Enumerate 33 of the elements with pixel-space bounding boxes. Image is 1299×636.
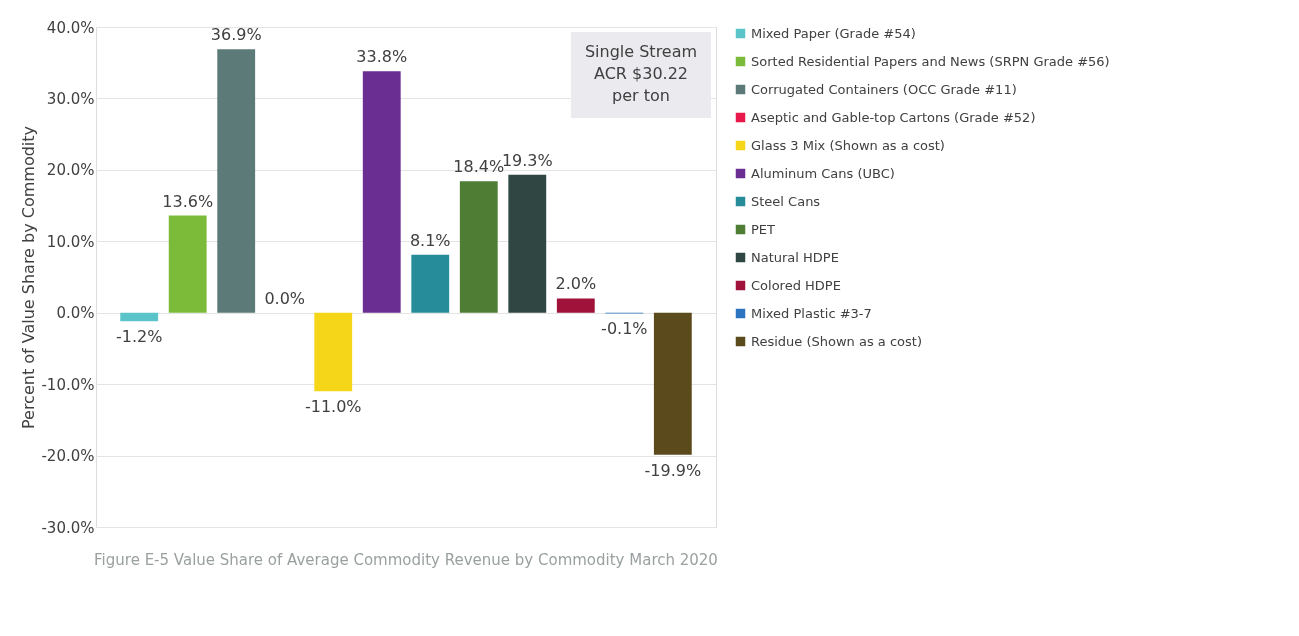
data-label: 8.1%	[409, 230, 451, 250]
annotation: Single Stream ACR $30.22 per ton	[584, 42, 698, 105]
legend-label: Natural HDPE	[751, 249, 839, 265]
legend-label: Glass 3 Mix (Shown as a cost)	[751, 137, 945, 153]
legend-label: Sorted Residential Papers and News (SRPN Grade #56)	[751, 53, 1110, 69]
data-label: 13.6%	[162, 191, 214, 211]
data-label: 36.9%	[210, 25, 262, 45]
data-label: 2.0%	[555, 274, 597, 294]
legend-label: Mixed Paper (Grade #54)	[751, 25, 916, 41]
legend-label: Aseptic and Gable-top Cartons (Grade #52)	[751, 109, 1036, 125]
data-label: -11.0%	[304, 397, 362, 417]
legend-label: Colored HDPE	[751, 277, 841, 293]
y-tick-label: 40.0%	[46, 18, 95, 37]
y-tick-label: -30.0%	[41, 518, 95, 537]
data-label: 0.0%	[264, 288, 306, 308]
y-tick-label: 10.0%	[46, 232, 95, 251]
legend-label: Aluminum Cans (UBC)	[751, 165, 895, 181]
legend-label: PET	[751, 221, 776, 237]
data-label: -19.9%	[644, 460, 702, 480]
y-tick-label: 30.0%	[46, 89, 95, 108]
legend-label: Steel Cans	[751, 193, 821, 209]
y-tick-label: -20.0%	[41, 447, 95, 466]
legend-label: Residue (Shown as a cost)	[751, 333, 922, 349]
text: Figure E-5 Value Share of Average Commodity Revenue by Commodity March 2020	[94, 551, 718, 569]
y-tick-label: 20.0%	[46, 161, 95, 180]
data-label: 33.8%	[356, 47, 408, 67]
y-tick-label: -10.0%	[41, 375, 95, 394]
y-tick-label: 0.0%	[56, 304, 95, 323]
data-label: -0.1%	[601, 319, 648, 339]
legend-label: Corrugated Containers (OCC Grade #11)	[751, 81, 1017, 97]
data-label: -1.2%	[115, 327, 163, 347]
legend-label: Mixed Plastic #3-7	[751, 305, 872, 321]
y-axis-title: Percent of Value Share by Commodity	[19, 125, 39, 430]
